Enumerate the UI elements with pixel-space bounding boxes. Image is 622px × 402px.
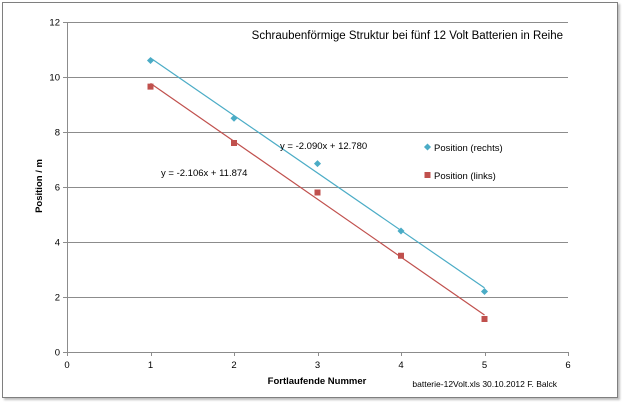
x-tick-label: 4 — [398, 360, 403, 371]
point-links — [398, 252, 404, 259]
chart-frame — [2, 2, 618, 398]
x-tick-label: 2 — [231, 360, 236, 371]
trendline-equation-links: y = -2.106x + 11.874 — [161, 168, 247, 179]
point-rechts — [146, 56, 155, 65]
point-rechts — [397, 227, 405, 235]
x-axis-label: Fortlaufende Nummer — [268, 376, 367, 387]
y-tick-label: 4 — [55, 238, 60, 249]
point-rechts — [480, 287, 489, 296]
y-tick-label: 0 — [55, 348, 60, 359]
legend-marker-links — [424, 172, 431, 178]
gridlines — [67, 22, 568, 298]
point-links — [231, 140, 237, 146]
point-rechts — [230, 114, 238, 122]
trendline-rechts — [150, 57, 485, 289]
chart-title: Schraubenförmige Struktur bei fünf 12 Vo… — [252, 30, 563, 42]
axes — [63, 22, 569, 356]
footnote: batterie-12Volt.xls 30.10.2012 F. Balck — [412, 379, 557, 389]
point-links — [481, 316, 488, 322]
data-points — [146, 56, 489, 322]
x-tick-label: 1 — [148, 360, 153, 371]
point-links — [147, 83, 154, 90]
point-links — [314, 189, 321, 196]
legend: Position (rechts) Position (links) — [423, 143, 503, 182]
legend-label-rechts: Position (rechts) — [434, 143, 503, 154]
y-tick-label: 6 — [55, 183, 60, 194]
y-tick-label: 8 — [55, 128, 60, 139]
point-rechts — [313, 160, 322, 168]
x-tick-label: 5 — [482, 360, 487, 371]
x-tick-label: 6 — [565, 360, 570, 371]
y-tick-label: 2 — [55, 293, 60, 304]
y-tick-label: 12 — [49, 18, 60, 29]
legend-marker-rechts — [423, 143, 432, 151]
y-tick-label: 10 — [49, 73, 60, 84]
x-tick-label: 3 — [315, 360, 320, 371]
trendline-links — [150, 82, 485, 316]
trendline-equation-rechts: y = -2.090x + 12.780 — [280, 141, 367, 152]
x-tick-label: 0 — [64, 360, 69, 371]
trendlines — [150, 57, 485, 316]
legend-label-links: Position (links) — [434, 171, 496, 182]
y-axis-label: Position / m — [34, 159, 45, 213]
